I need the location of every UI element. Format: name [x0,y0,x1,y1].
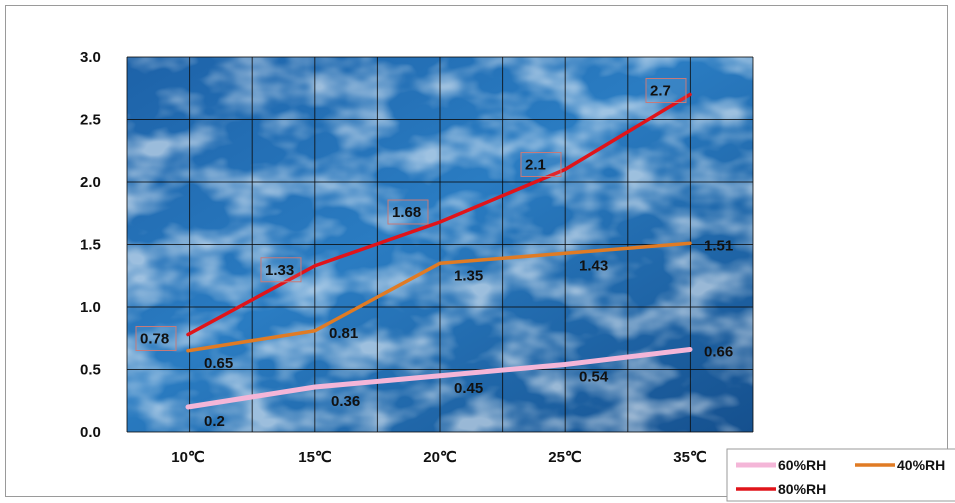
data-label: 1.33 [265,262,294,279]
y-tick-label: 3.0 [80,49,101,66]
series-line-60pctrh [185,347,693,410]
data-label: 2.1 [525,157,546,174]
data-label-box [520,152,562,177]
data-label: 1.43 [579,257,608,274]
data-label-box [645,78,687,103]
y-tick-label: 2.5 [80,112,101,129]
data-label-box [387,199,429,225]
data-label: 0.78 [140,331,169,348]
data-label: 2.7 [650,83,671,100]
x-axis: 10℃ 15℃ 20℃ 25℃ 35℃ [171,449,707,466]
y-axis: 0.0 0.5 1.0 1.5 2.0 2.5 3.0 [80,49,101,441]
data-label: 1.68 [392,204,421,221]
series-line-80pctrh [186,92,692,337]
data-label: 0.45 [454,380,483,397]
y-tick-label: 2.0 [80,174,101,191]
x-tick-label: 10℃ [171,449,205,466]
legend: 60%RH 40%RH 80%RH [726,448,955,502]
y-tick-label: 1.5 [80,237,101,254]
x-tick-label: 20℃ [423,449,457,466]
y-tick-label: 0.5 [80,362,101,379]
series-line-40pctrh [186,241,692,353]
data-label: 0.65 [204,355,233,372]
data-label: 0.2 [204,413,225,430]
legend-box [726,448,955,502]
data-label: 0.66 [704,344,733,361]
y-tick-label: 1.0 [80,299,101,316]
data-label: 1.35 [454,267,483,284]
x-tick-label: 35℃ [673,449,707,466]
data-labels: 0.2 0.36 0.45 0.54 0.66 0.65 0.81 1.35 1.43 1.51 0… [135,78,733,430]
data-label: 0.81 [329,325,358,342]
data-label: 0.54 [579,369,609,386]
series-lines [185,92,693,410]
legend-label: 60%RH [778,457,826,473]
data-label: 0.36 [331,393,360,410]
data-label: 1.51 [704,237,733,254]
data-label-box [260,257,302,283]
x-tick-label: 15℃ [298,449,332,466]
legend-label: 80%RH [778,481,826,497]
y-tick-label: 0.0 [80,424,101,441]
legend-label: 40%RH [897,457,945,473]
gridlines [126,56,754,433]
x-tick-label: 25℃ [548,449,582,466]
data-label-box [135,326,177,351]
